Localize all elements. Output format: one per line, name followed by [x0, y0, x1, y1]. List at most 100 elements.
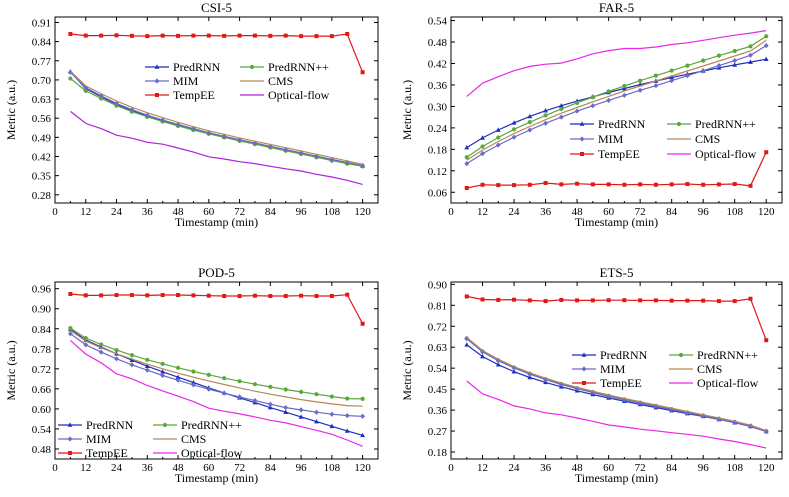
data-point	[685, 63, 690, 68]
chart-ets-5: ETS-5 0 12 24 36 48 60 72 84 96 108 120 0.18 0.27 0.36…	[400, 265, 783, 485]
x-tick-label: 48	[572, 462, 584, 474]
data-point	[621, 85, 627, 91]
data-point	[653, 83, 659, 89]
data-point	[464, 185, 469, 190]
series-line	[466, 39, 767, 161]
data-point	[175, 374, 181, 379]
x-tick-label: 60	[603, 206, 615, 218]
data-point	[480, 144, 485, 149]
series-predrnnpp	[68, 325, 365, 401]
legend-entry: MIM	[145, 74, 199, 88]
data-point	[685, 298, 690, 303]
plot-frame	[54, 281, 379, 460]
legend-label: CMS	[268, 74, 293, 88]
legend: PredRNN PredRNN++ MIM CMS TempEE Optical-flow	[58, 418, 243, 460]
data-point	[298, 407, 304, 413]
series-line	[70, 339, 363, 447]
data-point	[638, 298, 643, 303]
data-point	[653, 182, 658, 187]
y-tick-label: 0.45	[428, 384, 448, 396]
x-tick-label: 24	[111, 462, 123, 474]
y-tick-label: 0.91	[32, 17, 51, 29]
data-point	[716, 299, 721, 304]
x-tick-label: 84	[666, 462, 678, 474]
legend-marker	[580, 152, 584, 156]
data-point	[329, 411, 335, 417]
x-tick-label: 108	[324, 206, 341, 218]
chart-title: FAR-5	[599, 0, 634, 15]
legend-label: MIM	[86, 432, 112, 446]
data-point	[527, 127, 533, 133]
x-tick-label: 24	[509, 206, 521, 218]
data-point	[496, 183, 501, 188]
data-point	[606, 298, 611, 303]
data-point	[267, 401, 273, 407]
series-line	[466, 58, 767, 149]
legend: PredRNN PredRNN++ MIM CMS TempEE Optical-flow	[145, 60, 330, 102]
legend-label: Optical-flow	[181, 446, 243, 460]
series-mim	[464, 43, 769, 167]
series-line	[466, 45, 767, 165]
data-point	[622, 83, 627, 89]
series-cms	[70, 329, 363, 407]
series-line	[70, 329, 363, 407]
legend-marker	[155, 93, 159, 97]
data-point	[748, 59, 753, 64]
legend-label: PredRNN	[598, 117, 646, 131]
y-tick-label: 0.42	[32, 152, 51, 164]
y-tick-label: 0.60	[32, 404, 52, 416]
legend-label: PredRNN++	[697, 348, 758, 362]
data-point	[575, 298, 580, 303]
data-point	[237, 294, 242, 299]
data-point	[543, 108, 548, 113]
data-point	[748, 44, 753, 49]
data-point	[345, 292, 350, 297]
x-tick-label: 72	[234, 462, 245, 474]
y-tick-label: 0.06	[428, 187, 448, 199]
data-point	[145, 34, 150, 39]
legend-entry: Optical-flow	[667, 147, 757, 161]
data-point	[252, 397, 258, 404]
x-tick-label: 120	[354, 462, 371, 474]
data-point	[283, 33, 288, 38]
data-point	[511, 369, 517, 374]
legend-entry: TempEE	[145, 88, 215, 102]
data-point	[622, 182, 627, 187]
series-tempee	[68, 292, 365, 326]
y-tick-label: 0.49	[32, 132, 52, 144]
x-tick-label: 0	[52, 462, 58, 474]
series-predrnnpp	[464, 34, 769, 160]
data-point	[145, 357, 150, 362]
y-tick-label: 0.78	[32, 344, 52, 356]
data-point	[669, 182, 674, 187]
series-line	[466, 295, 767, 341]
data-point	[464, 342, 470, 347]
legend-marker	[154, 78, 160, 84]
series-cms	[69, 70, 363, 165]
x-tick-label: 96	[296, 462, 308, 474]
data-point	[175, 377, 181, 383]
x-tick-label: 60	[203, 206, 215, 218]
y-tick-label: 0.72	[32, 364, 51, 376]
x-tick-label: 120	[758, 462, 775, 474]
legend-marker	[67, 422, 73, 427]
data-point	[527, 113, 533, 119]
data-point	[144, 363, 150, 368]
x-tick-label: 48	[173, 462, 185, 474]
legend-entry: TempEE	[570, 147, 640, 161]
legend-label: Optical-flow	[695, 147, 757, 161]
data-point	[191, 369, 196, 374]
x-tick-label: 0	[448, 206, 454, 218]
data-point	[176, 33, 181, 38]
data-point	[511, 365, 517, 371]
series-line	[69, 71, 363, 167]
data-point	[511, 120, 517, 125]
series-line	[70, 78, 363, 167]
data-point	[669, 78, 675, 84]
data-point	[83, 336, 88, 341]
y-tick-label: 0.24	[428, 123, 448, 135]
legend-label: CMS	[695, 132, 720, 146]
data-point	[129, 357, 135, 362]
data-point	[99, 293, 104, 298]
